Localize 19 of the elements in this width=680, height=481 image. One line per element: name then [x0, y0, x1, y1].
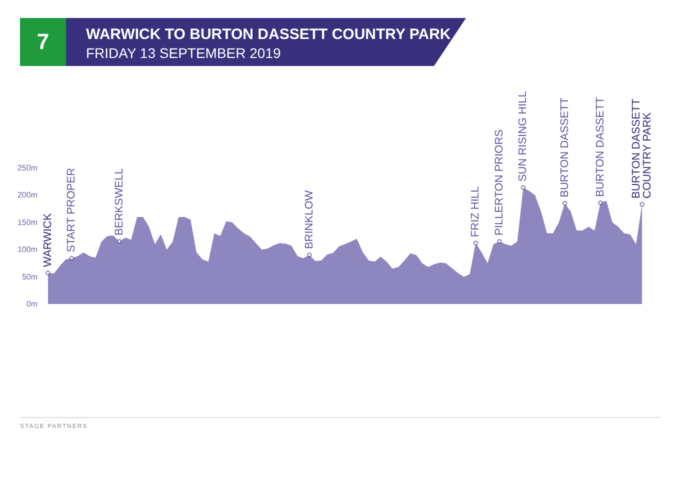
y-tick-label: 0m	[26, 300, 38, 308]
x-tick-label: WARWICK	[42, 212, 54, 267]
x-tick-label: SUN RISING HILL	[517, 91, 530, 182]
chart-subtitle: FRIDAY 13 SEPTEMBER 2019	[86, 45, 281, 61]
y-tick-label: 150m	[17, 218, 38, 227]
x-tick-label: BURTON DASSETT COUNTRY PARK	[630, 98, 654, 198]
y-tick-label: 200m	[17, 190, 38, 200]
y-tick-label: 50m	[22, 272, 38, 282]
x-tick-label: START PROPER	[66, 168, 78, 252]
x-tick-label: BRINKLOW	[303, 190, 316, 250]
text: 7	[20, 18, 66, 66]
x-tick-label: PILLERTON PRIORS	[493, 129, 506, 236]
chart-title: WARWICK TO BURTON DASSETT COUNTRY PARK	[86, 26, 451, 43]
x-tick-label: BURTON DASSETT	[558, 97, 571, 198]
x-tick-label: FRIZ HILL	[470, 186, 482, 238]
x-tick-label: BURTON DASSETT	[594, 96, 606, 197]
y-tick-label: 100m	[17, 245, 38, 254]
x-tick-label: BERKSWELL	[113, 168, 126, 236]
y-tick-label: 250m	[17, 164, 38, 172]
